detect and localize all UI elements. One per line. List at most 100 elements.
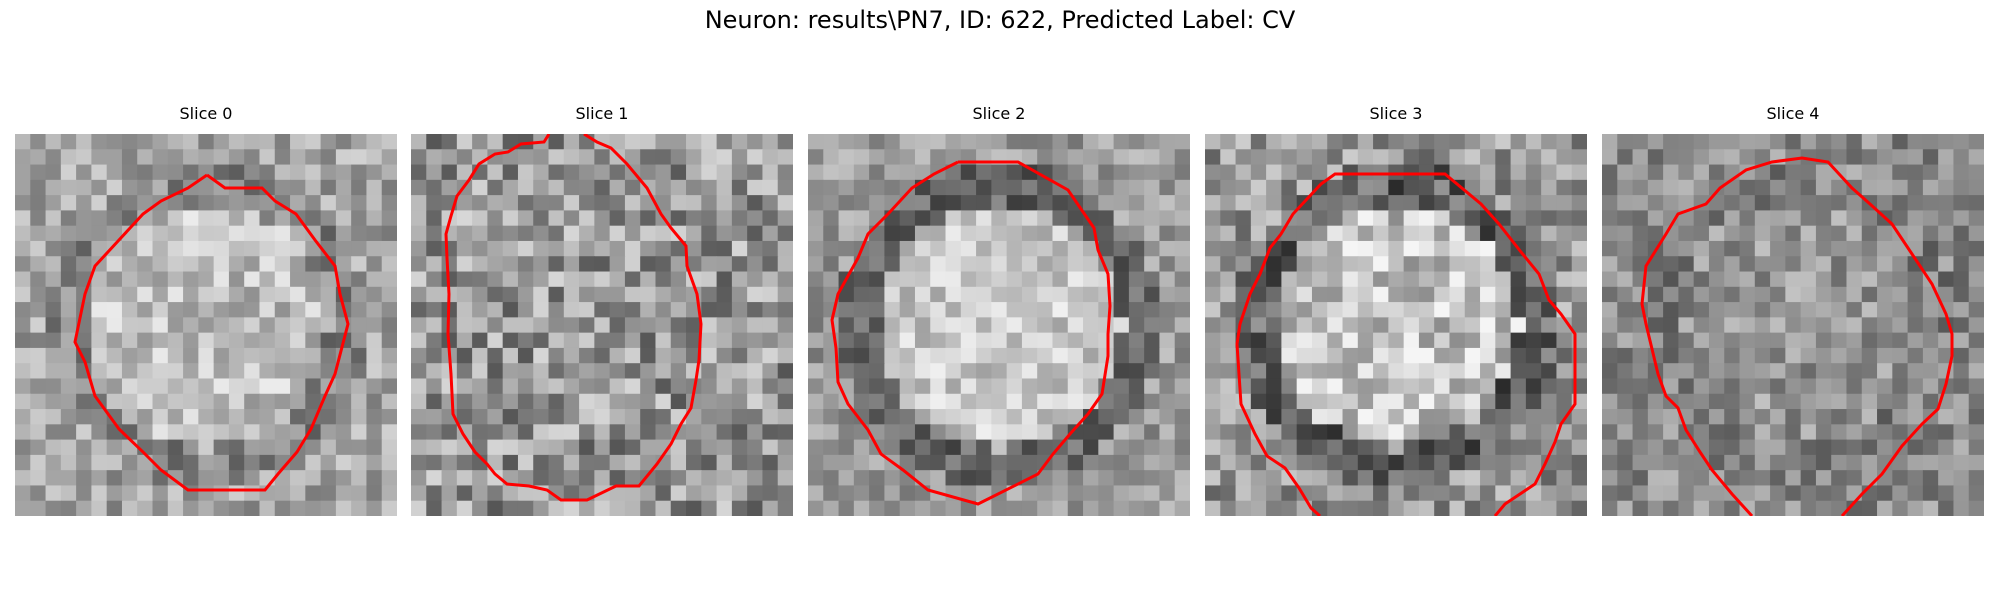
image-pixel xyxy=(351,347,368,364)
image-pixel xyxy=(320,424,337,441)
image-pixel xyxy=(1907,500,1924,516)
image-pixel xyxy=(701,286,718,303)
image-pixel xyxy=(1663,271,1679,288)
image-pixel xyxy=(1480,240,1496,257)
image-pixel xyxy=(548,347,565,364)
image-pixel xyxy=(1708,271,1725,288)
image-pixel xyxy=(1877,256,1893,273)
image-pixel xyxy=(1128,225,1145,242)
image-pixel xyxy=(60,210,77,227)
image-pixel xyxy=(594,256,611,273)
image-pixel xyxy=(655,470,672,487)
image-pixel xyxy=(533,179,550,196)
image-pixel xyxy=(991,424,1008,441)
image-pixel xyxy=(976,240,992,257)
image-pixel xyxy=(121,179,138,196)
image-pixel xyxy=(1571,500,1587,516)
image-pixel xyxy=(976,195,992,211)
image-pixel xyxy=(838,286,855,303)
image-pixel xyxy=(1556,271,1573,288)
image-pixel xyxy=(1495,179,1512,196)
image-pixel xyxy=(640,347,657,364)
image-pixel xyxy=(1480,409,1496,425)
image-pixel xyxy=(1342,149,1359,166)
slice-title: Slice 3 xyxy=(1369,104,1423,123)
image-pixel xyxy=(594,271,611,288)
image-pixel xyxy=(259,256,276,273)
image-pixel xyxy=(762,286,779,303)
image-pixel xyxy=(670,286,687,303)
image-pixel xyxy=(1525,302,1542,318)
image-pixel xyxy=(1663,179,1679,196)
image-pixel xyxy=(914,302,931,318)
image-pixel xyxy=(1968,347,1984,364)
image-pixel xyxy=(305,454,322,471)
image-pixel xyxy=(945,424,962,441)
image-pixel xyxy=(1174,454,1190,471)
image-pixel xyxy=(1037,210,1054,227)
image-pixel xyxy=(411,225,427,242)
image-pixel xyxy=(1815,454,1832,471)
image-pixel xyxy=(259,271,276,288)
image-pixel xyxy=(1067,271,1084,288)
image-pixel xyxy=(366,439,383,456)
image-pixel xyxy=(1495,149,1512,166)
image-pixel xyxy=(152,225,169,242)
image-pixel xyxy=(1541,134,1558,150)
image-pixel xyxy=(1556,332,1573,349)
image-pixel xyxy=(1877,393,1893,410)
image-pixel xyxy=(686,409,702,425)
image-pixel xyxy=(777,393,793,410)
image-pixel xyxy=(1296,409,1313,425)
image-pixel xyxy=(1418,134,1435,150)
image-pixel xyxy=(106,500,123,516)
image-pixel xyxy=(1724,271,1741,288)
image-pixel xyxy=(838,149,855,166)
image-pixel xyxy=(899,240,916,257)
image-pixel xyxy=(1311,378,1328,395)
image-pixel xyxy=(1083,378,1099,395)
image-pixel xyxy=(533,286,550,303)
image-pixel xyxy=(1556,134,1573,150)
image-pixel xyxy=(1006,439,1023,456)
image-pixel xyxy=(502,424,519,441)
image-pixel xyxy=(1174,164,1190,181)
image-pixel xyxy=(777,347,793,364)
image-pixel xyxy=(1266,439,1282,456)
image-pixel xyxy=(1556,347,1573,364)
image-pixel xyxy=(838,332,855,349)
image-pixel xyxy=(1571,271,1587,288)
image-pixel xyxy=(914,409,931,425)
image-pixel xyxy=(76,210,92,227)
image-pixel xyxy=(762,302,779,318)
image-pixel xyxy=(1067,332,1084,349)
image-pixel xyxy=(716,363,733,380)
image-pixel xyxy=(1449,454,1466,471)
image-pixel xyxy=(1250,485,1267,502)
image-pixel xyxy=(930,240,947,257)
image-pixel xyxy=(1113,470,1130,487)
image-pixel xyxy=(976,454,992,471)
image-pixel xyxy=(1159,500,1176,516)
image-pixel xyxy=(502,317,519,334)
image-pixel xyxy=(1663,347,1679,364)
image-pixel xyxy=(30,378,47,395)
image-pixel xyxy=(1953,424,1970,441)
image-pixel xyxy=(1754,210,1771,227)
slice-title: Slice 1 xyxy=(575,104,629,123)
image-pixel xyxy=(1373,256,1389,273)
image-pixel xyxy=(1235,225,1252,242)
image-pixel xyxy=(670,271,687,288)
image-pixel xyxy=(914,363,931,380)
image-pixel xyxy=(517,500,534,516)
image-pixel xyxy=(1708,164,1725,181)
image-pixel xyxy=(305,470,322,487)
image-pixel xyxy=(563,424,580,441)
image-pixel xyxy=(60,409,77,425)
image-pixel xyxy=(1495,195,1512,211)
image-pixel xyxy=(1770,409,1786,425)
image-pixel xyxy=(686,470,702,487)
image-pixel xyxy=(884,256,901,273)
image-pixel xyxy=(914,317,931,334)
image-pixel xyxy=(305,164,322,181)
